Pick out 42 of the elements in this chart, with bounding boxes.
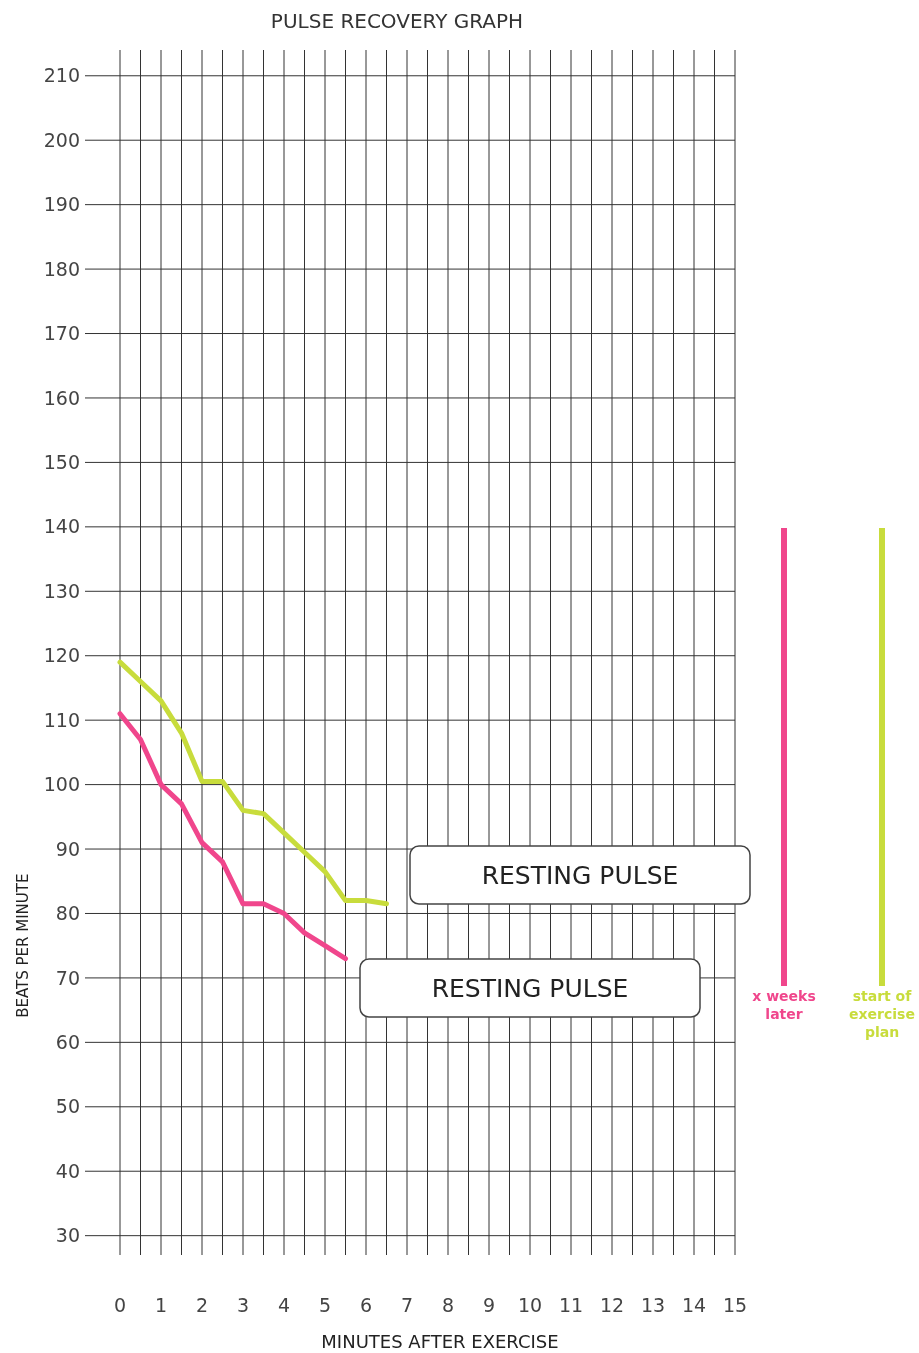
y-axis-title: BEATS PER MINUTE: [14, 873, 32, 1018]
annotation: RESTING PULSE: [481, 860, 679, 890]
annotation: RESTING PULSE: [431, 973, 629, 1003]
x-tick-label: 7: [400, 1294, 414, 1316]
y-tick-label: 180: [43, 257, 80, 280]
y-tick-label: 40: [55, 1159, 80, 1182]
y-tick-label: 50: [55, 1095, 80, 1118]
y-tick-label: 140: [43, 515, 80, 538]
chart-title: PULSE RECOVERY GRAPH: [270, 9, 524, 33]
x-tick-label: 6: [359, 1294, 373, 1316]
y-tick-label: 110: [43, 708, 80, 731]
y-tick-label: 160: [43, 386, 80, 409]
y-tick-label: 70: [55, 966, 80, 989]
x-tick-label: 5: [318, 1294, 332, 1316]
y-tick-label: 150: [43, 451, 80, 474]
y-tick-label: 210: [43, 64, 80, 87]
x-tick-label: 10: [517, 1294, 543, 1316]
x-tick-label: 4: [277, 1294, 291, 1316]
y-tick-label: 130: [43, 579, 80, 602]
text: x weeks later: [752, 988, 816, 1022]
y-tick-label: 100: [43, 773, 80, 796]
x-tick-label: 8: [441, 1294, 455, 1316]
y-tick-label: 170: [43, 322, 80, 345]
x-tick-label: 13: [640, 1294, 666, 1316]
x-tick-label: 0: [113, 1294, 127, 1316]
x-tick-label: 2: [195, 1294, 209, 1316]
y-tick-label: 200: [43, 128, 80, 151]
x-tick-label: 11: [558, 1294, 584, 1316]
x-tick-label: 9: [482, 1294, 496, 1316]
x-tick-label: 14: [681, 1294, 707, 1316]
y-tick-label: 30: [55, 1224, 80, 1247]
x-tick-label: 3: [236, 1294, 250, 1316]
text: start of exercise plan: [849, 988, 915, 1040]
x-tick-label: 1: [154, 1294, 168, 1316]
x-tick-label: 15: [722, 1294, 748, 1316]
x-tick-label: 12: [599, 1294, 625, 1316]
y-tick-label: 60: [55, 1031, 80, 1053]
x-axis-title: MINUTES AFTER EXERCISE: [321, 1331, 559, 1352]
y-tick-label: 190: [43, 193, 80, 216]
y-tick-label: 90: [55, 837, 80, 860]
y-tick-label: 120: [43, 644, 80, 667]
y-tick-label: 80: [55, 902, 80, 925]
